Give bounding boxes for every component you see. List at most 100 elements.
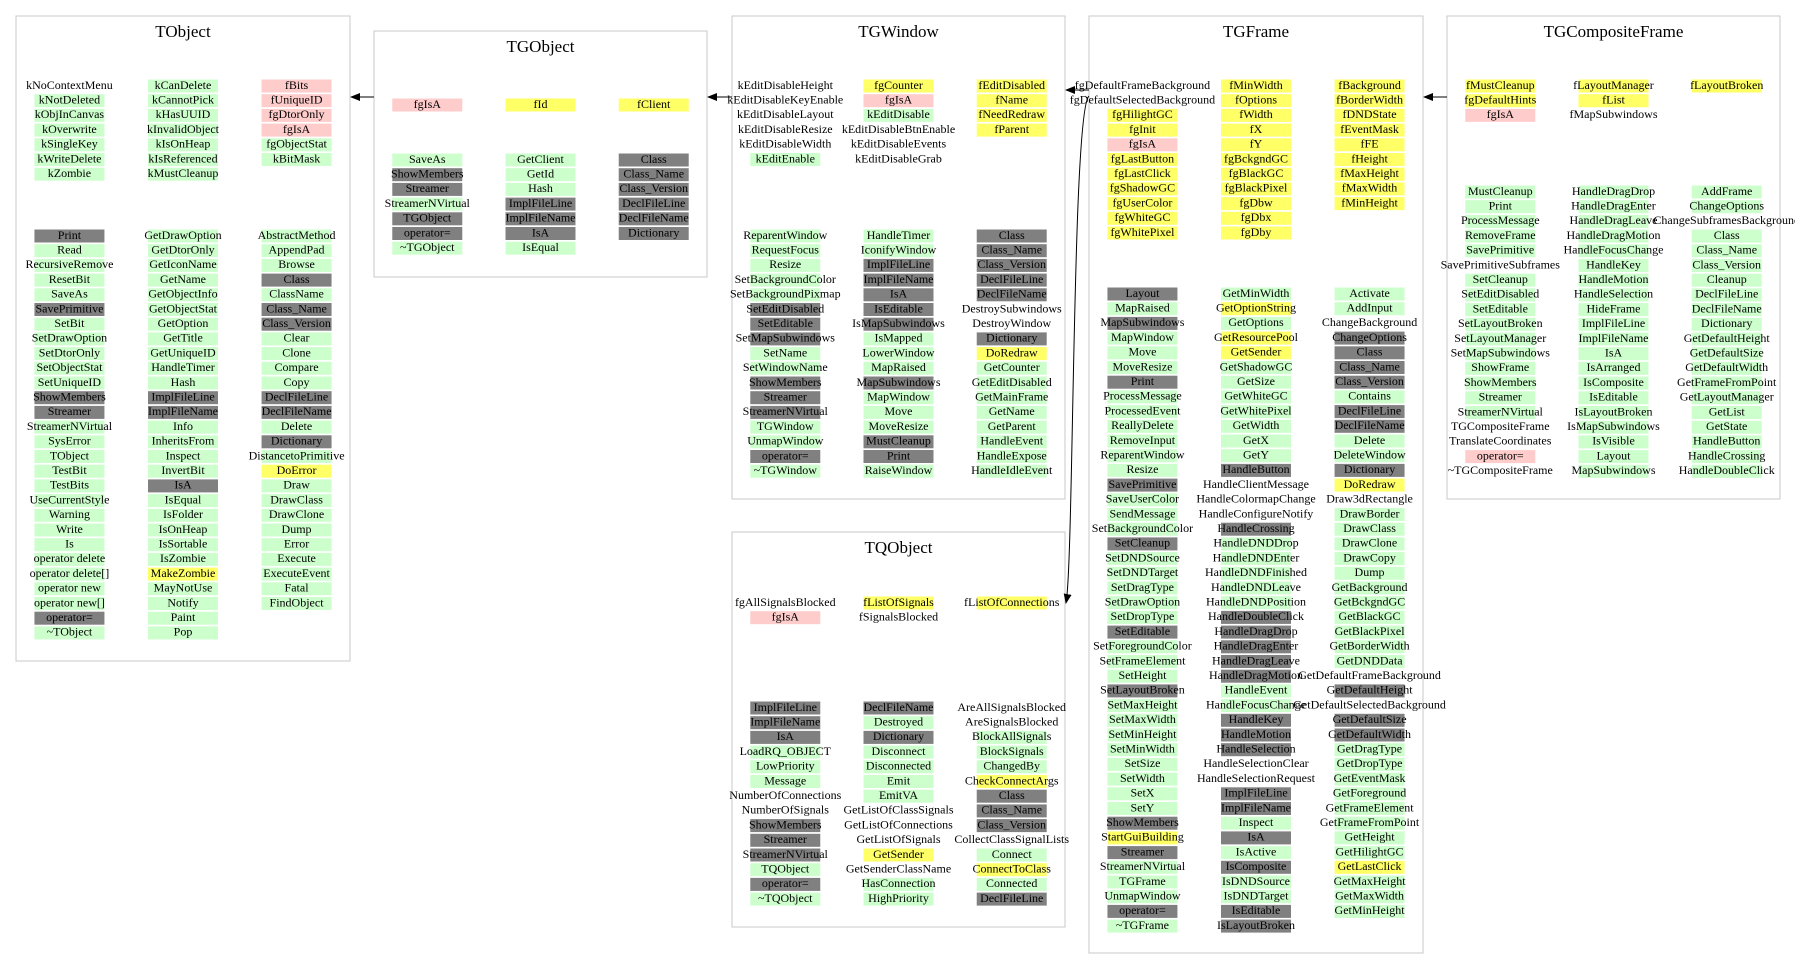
method-highlight — [1221, 361, 1291, 374]
method: ProcessedEvent — [1104, 403, 1181, 417]
method: SetBackgroundColor — [735, 272, 836, 286]
method: Dictionary — [628, 225, 679, 239]
method-highlight — [1465, 391, 1536, 405]
method: Class_Version — [1692, 257, 1761, 271]
method-highlight — [863, 760, 934, 774]
method-highlight — [1691, 185, 1762, 199]
method-highlight — [750, 288, 821, 302]
class-box: TGFrame fgDefaultFrameBackgroundfgDefault… — [1070, 15, 1446, 954]
data-member-highlight — [1334, 153, 1405, 166]
data-member: fgCounter — [874, 78, 923, 92]
data-member-highlight — [1221, 182, 1291, 196]
method: Streamer — [764, 389, 807, 403]
method-highlight — [148, 508, 218, 522]
method-highlight — [1334, 449, 1405, 463]
method: Class_Name — [981, 803, 1042, 817]
method-highlight — [976, 863, 1047, 877]
method: GetListOfSignals — [857, 832, 941, 846]
method: RecursiveRemove — [25, 257, 113, 271]
method: MapSubwindows — [1571, 463, 1655, 477]
method: StreamerNVirtual — [743, 404, 829, 418]
method: IsEditable — [874, 301, 923, 315]
method-highlight — [34, 567, 105, 581]
method: UnmapWindow — [1104, 888, 1181, 902]
method: DrawCopy — [1343, 550, 1396, 564]
method-highlight — [34, 523, 105, 537]
method-highlight — [1221, 596, 1291, 610]
method: HandleFocusChange — [1206, 697, 1306, 711]
method: SetName — [763, 345, 807, 359]
method: Class_Version — [977, 817, 1046, 831]
method: SetEditable — [1473, 301, 1528, 315]
data-member: fgIsA — [283, 122, 311, 136]
data-member: fgAllSignalsBlocked — [735, 595, 836, 609]
method: RequestFocus — [752, 242, 820, 256]
method: ExecuteEvent — [263, 566, 330, 580]
method: Emit — [887, 773, 911, 787]
method: NumberOfSignals — [742, 803, 830, 817]
method-highlight — [618, 212, 689, 226]
data-member: kInvalidObject — [147, 122, 220, 136]
method: SetDrawOption — [1105, 594, 1180, 608]
data-member: fEditDisabled — [978, 78, 1045, 92]
method: DeclFileName — [864, 700, 934, 714]
method-highlight — [1107, 919, 1178, 933]
method-highlight — [1691, 450, 1762, 464]
method-highlight — [1221, 728, 1291, 742]
method: Paint — [171, 610, 196, 624]
method: ~TObject — [47, 625, 93, 639]
data-member-highlight — [976, 79, 1047, 93]
data-member: kEditDisableWidth — [739, 137, 831, 151]
method: SetDrawOption — [32, 331, 107, 345]
method-highlight — [863, 464, 934, 478]
method-highlight — [1334, 390, 1405, 404]
method: DoRedraw — [986, 345, 1038, 359]
method: SetMapSubwindows — [1451, 345, 1551, 359]
method: Class_Name — [623, 166, 684, 180]
method-highlight — [148, 597, 218, 610]
method-highlight — [1334, 508, 1405, 521]
method: AddFrame — [1701, 184, 1752, 198]
method-highlight — [34, 273, 105, 287]
data-member: fWidth — [1239, 107, 1273, 121]
method: TGWindow — [757, 419, 814, 433]
method: BlockSignals — [980, 744, 1044, 758]
method: GetBlackGC — [1339, 609, 1401, 623]
method-highlight — [1221, 434, 1291, 448]
method-highlight — [1465, 288, 1536, 302]
method: GetListOfConnections — [844, 817, 953, 831]
data-member-highlight — [34, 123, 105, 137]
method-highlight — [863, 701, 934, 715]
method: IsA — [174, 478, 192, 492]
method: HandleIdleEvent — [971, 463, 1053, 477]
method-highlight — [1578, 273, 1649, 287]
method: IsEditable — [1232, 903, 1281, 917]
method: HandleDNDFinished — [1205, 565, 1307, 579]
method-highlight — [863, 405, 934, 419]
method: Streamer — [1121, 844, 1164, 858]
method-highlight — [1691, 376, 1762, 390]
method: ImplFileLine — [1582, 316, 1645, 330]
method: SetObjectStat — [36, 360, 103, 374]
method-highlight — [1334, 375, 1405, 389]
method: Cleanup — [1707, 272, 1747, 286]
method-highlight — [1107, 434, 1178, 448]
method-highlight — [1107, 537, 1178, 551]
method-highlight — [1578, 464, 1649, 478]
data-member: kZombie — [48, 166, 91, 180]
method: SetMaxHeight — [1107, 697, 1178, 711]
method: IsActive — [1236, 844, 1277, 858]
method: Compare — [275, 360, 319, 374]
method: DeclFileLine — [265, 389, 328, 403]
method-highlight — [261, 391, 332, 405]
data-member-highlight — [1334, 94, 1405, 108]
method-highlight — [1107, 566, 1178, 580]
method: GetLastClick — [1338, 859, 1402, 873]
method-highlight — [1107, 493, 1178, 507]
method: DrawClone — [1342, 536, 1397, 550]
method: IsMapSubwindows — [1567, 419, 1660, 433]
data-member-highlight — [863, 108, 934, 122]
method: SetCleanup — [1473, 272, 1528, 286]
method-highlight — [261, 582, 332, 596]
